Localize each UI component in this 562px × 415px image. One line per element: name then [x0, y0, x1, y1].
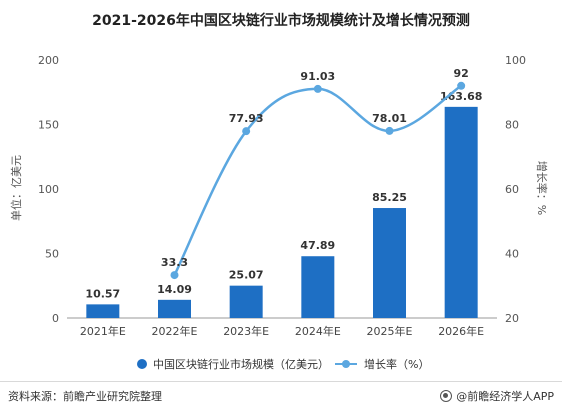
bar-value-label: 47.89: [300, 239, 335, 252]
left-y-tick: 0: [52, 312, 59, 325]
right-y-ticks: 20 40 60 80 100: [505, 54, 526, 325]
brand-text: @前瞻经济学人APP: [456, 390, 554, 403]
line-point: [313, 84, 322, 93]
line-value-label: 33.3: [161, 256, 188, 269]
line-point: [242, 127, 251, 136]
right-y-tick: 40: [505, 248, 519, 261]
line-value-label: 78.01: [372, 112, 407, 125]
right-y-tick: 20: [505, 312, 519, 325]
line-points: [170, 81, 466, 280]
bar-value-label: 25.07: [229, 269, 264, 282]
left-y-tick: 200: [38, 54, 59, 67]
x-tick-label: 2021年E: [80, 324, 126, 338]
bar-value-label: 85.25: [372, 191, 407, 204]
right-axis-title: 增长率：%: [535, 161, 549, 215]
left-y-tick: 50: [45, 248, 59, 261]
bar: [86, 304, 120, 318]
bar: [373, 208, 406, 318]
line-value-label: 92: [454, 67, 469, 80]
bar: [301, 256, 335, 318]
legend-line-label: 增长率（%）: [364, 357, 429, 371]
legend-bar-label: 中国区块链行业市场规模（亿美元）: [153, 357, 329, 371]
chart-title: 2021-2026年中国区块链行业市场规模统计及增长情况预测: [92, 13, 470, 29]
line-point: [385, 126, 394, 135]
source-note: 资料来源：前瞻产业研究院整理: [8, 390, 162, 403]
bar: [444, 106, 478, 318]
x-ticks: 2021年E 2022年E 2023年E 2024年E 2025年E 2026年E: [80, 324, 484, 338]
bar-series: [86, 106, 478, 318]
line-value-label: 91.03: [300, 70, 335, 83]
right-y-tick: 80: [505, 119, 519, 132]
brand: @前瞻经济学人APP: [440, 388, 554, 404]
left-y-ticks: 0 50 100 150 200: [38, 54, 59, 325]
x-tick-label: 2025年E: [367, 324, 413, 338]
bar: [158, 299, 191, 318]
x-tick-label: 2022年E: [152, 324, 198, 338]
legend: 中国区块链行业市场规模（亿美元） 增长率（%）: [137, 357, 429, 371]
line-point: [457, 81, 466, 90]
legend-line-marker: [342, 360, 350, 368]
footer-divider: [0, 381, 562, 382]
bar: [229, 285, 263, 318]
left-y-tick: 150: [38, 119, 59, 132]
line-value-label: 77.93: [229, 112, 264, 125]
line-point: [170, 271, 179, 280]
x-tick-label: 2026年E: [438, 324, 484, 338]
left-axis-title: 单位：亿美元: [9, 155, 23, 221]
legend-bar-marker: [137, 359, 147, 369]
right-y-tick: 60: [505, 183, 519, 196]
x-tick-label: 2024年E: [295, 324, 341, 338]
x-tick-label: 2023年E: [223, 324, 269, 338]
line-labels: 33.3 77.93 91.03 78.01 92: [161, 67, 469, 269]
right-y-tick: 100: [505, 54, 526, 67]
bar-value-label: 10.57: [85, 287, 120, 300]
bar-value-label: 14.09: [157, 283, 192, 296]
left-y-tick: 100: [38, 183, 59, 196]
brand-logo-icon: [440, 390, 453, 402]
